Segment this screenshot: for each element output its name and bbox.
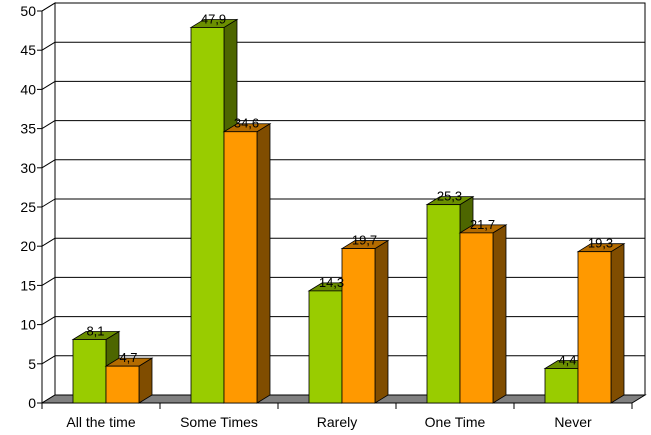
gridline-side [41, 198, 56, 208]
y-tick-label: 35 [20, 121, 36, 137]
y-tick-label: 15 [20, 277, 36, 293]
bar [340, 239, 390, 404]
bar-front-face [308, 290, 343, 404]
labels: All the time Some Times Rarely One Time Neve… [66, 11, 613, 430]
y-tick-label: 45 [20, 42, 36, 58]
bar-front-face [72, 339, 107, 404]
bar [576, 242, 626, 404]
gridline-side [41, 316, 56, 326]
bar-front-face [223, 131, 258, 404]
data-label: 4,4 [558, 353, 576, 368]
gridlines [41, 2, 645, 365]
data-label: 14,3 [319, 275, 344, 290]
bar-front-face [105, 365, 140, 404]
bar-side-face [256, 123, 271, 404]
data-label: 8,1 [86, 323, 104, 338]
data-label: 19,3 [588, 236, 613, 251]
y-tick-label: 0 [28, 395, 36, 411]
y-tick-label: 20 [20, 238, 36, 254]
gridline-side [41, 237, 56, 247]
y-tick-label: 30 [20, 160, 36, 176]
data-label: 4,7 [119, 350, 137, 365]
bar-front-face [459, 232, 494, 404]
x-category-label: Some Times [180, 414, 258, 430]
bar-front-face [190, 27, 225, 404]
bar-front-face [577, 251, 612, 404]
y-tick-label: 25 [20, 199, 36, 215]
gridline-side [41, 120, 56, 130]
y-tick-label: 40 [20, 81, 36, 97]
x-category-label: Rarely [317, 414, 357, 430]
data-label: 34,6 [234, 116, 259, 131]
data-label: 19,7 [352, 233, 377, 248]
bar-front-face [426, 204, 461, 404]
bar [104, 357, 154, 404]
gridline-side [41, 159, 56, 169]
y-tick-label: 50 [20, 3, 36, 19]
data-label: 47,9 [201, 11, 226, 26]
gridline-side [41, 41, 56, 51]
bars [71, 18, 626, 404]
bar [458, 224, 508, 404]
y-tick-label: 10 [20, 317, 36, 333]
gridline-side [41, 276, 56, 286]
x-category-label: Never [554, 414, 592, 430]
bar-front-face [544, 368, 579, 404]
bar [222, 123, 272, 404]
bar-front-face [341, 248, 376, 404]
x-category-label: One Time [425, 414, 486, 430]
gridline-side [41, 355, 56, 365]
y-tick-label: 5 [28, 356, 36, 372]
gridline-side [41, 2, 56, 12]
bar-side-face [610, 242, 625, 404]
x-category-label: All the time [66, 414, 135, 430]
bar-side-face [374, 239, 389, 404]
data-label: 25,3 [437, 189, 462, 204]
bar-side-face [492, 224, 507, 404]
data-label: 21,7 [470, 217, 495, 232]
gridline-side [41, 80, 56, 90]
